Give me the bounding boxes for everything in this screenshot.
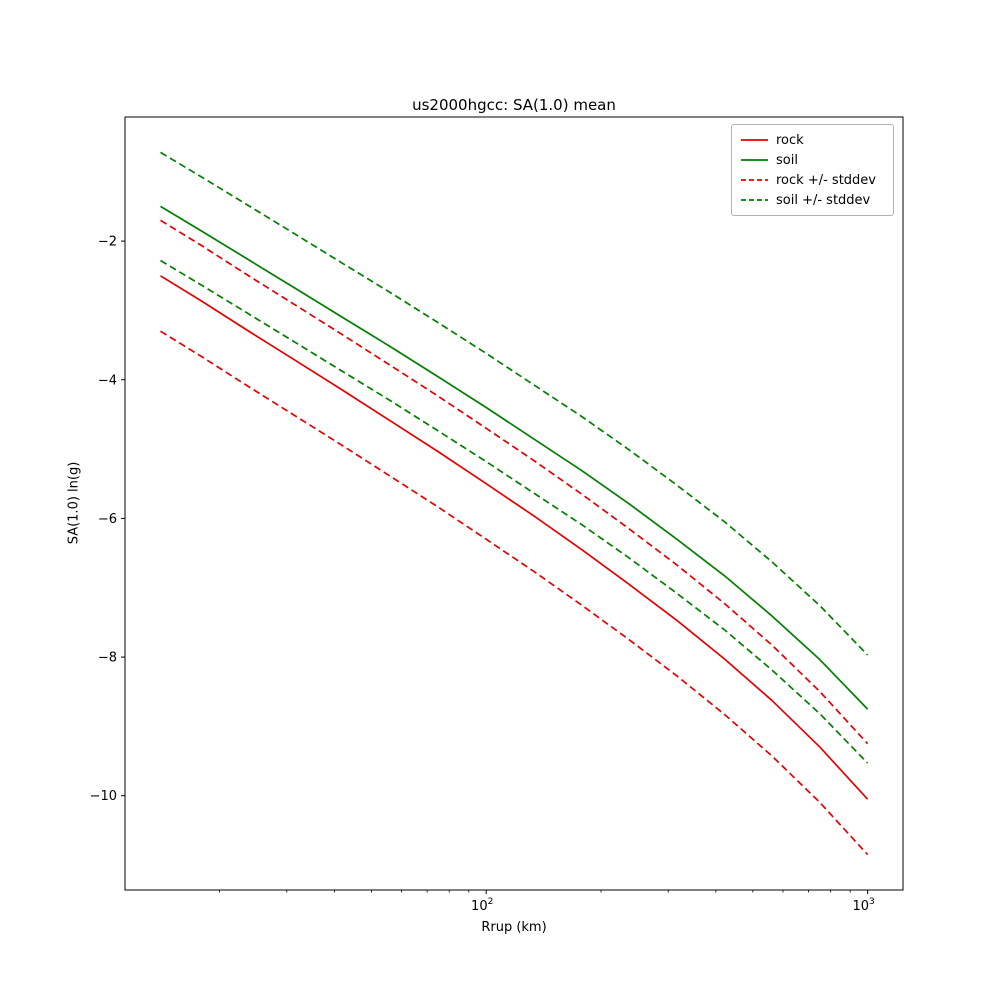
rock-plus-stddev-line	[160, 219, 869, 745]
x-tick-label: 102	[471, 897, 493, 914]
legend-label: rock	[776, 132, 804, 148]
legend-line-sample	[741, 179, 768, 181]
legend-line-sample	[741, 159, 768, 161]
soil-minus-stddev-line	[160, 259, 869, 764]
y-tick-label: −8	[98, 651, 117, 666]
soil-mean-line	[160, 205, 869, 710]
y-axis-label: SA(1.0) ln(g)	[66, 461, 82, 545]
y-tick-label: −10	[90, 789, 117, 804]
legend-item: soil	[741, 150, 884, 170]
plot-border	[124, 116, 904, 891]
legend-label: soil	[776, 152, 798, 168]
legend-item: rock +/- stddev	[741, 170, 884, 190]
legend-label: soil +/- stddev	[776, 192, 871, 208]
legend-label: rock +/- stddev	[776, 172, 876, 188]
rock-minus-stddev-line	[160, 330, 869, 856]
y-tick-label: −4	[98, 373, 117, 388]
y-tick-label: −2	[98, 235, 117, 250]
legend-item: rock	[741, 130, 884, 150]
x-axis-label: Rrup (km)	[481, 920, 547, 935]
chart-title: us2000hgcc: SA(1.0) mean	[412, 96, 616, 114]
legend: rock soil rock +/- stddev soil +/- stddev	[731, 124, 894, 216]
y-tick-label: −6	[98, 512, 117, 527]
soil-plus-stddev-line	[160, 151, 869, 656]
legend-item: soil +/- stddev	[741, 190, 884, 210]
x-tick-label: 103	[852, 897, 874, 914]
rock-mean-line	[160, 275, 869, 800]
legend-line-sample	[741, 199, 768, 201]
legend-line-sample	[741, 139, 768, 141]
